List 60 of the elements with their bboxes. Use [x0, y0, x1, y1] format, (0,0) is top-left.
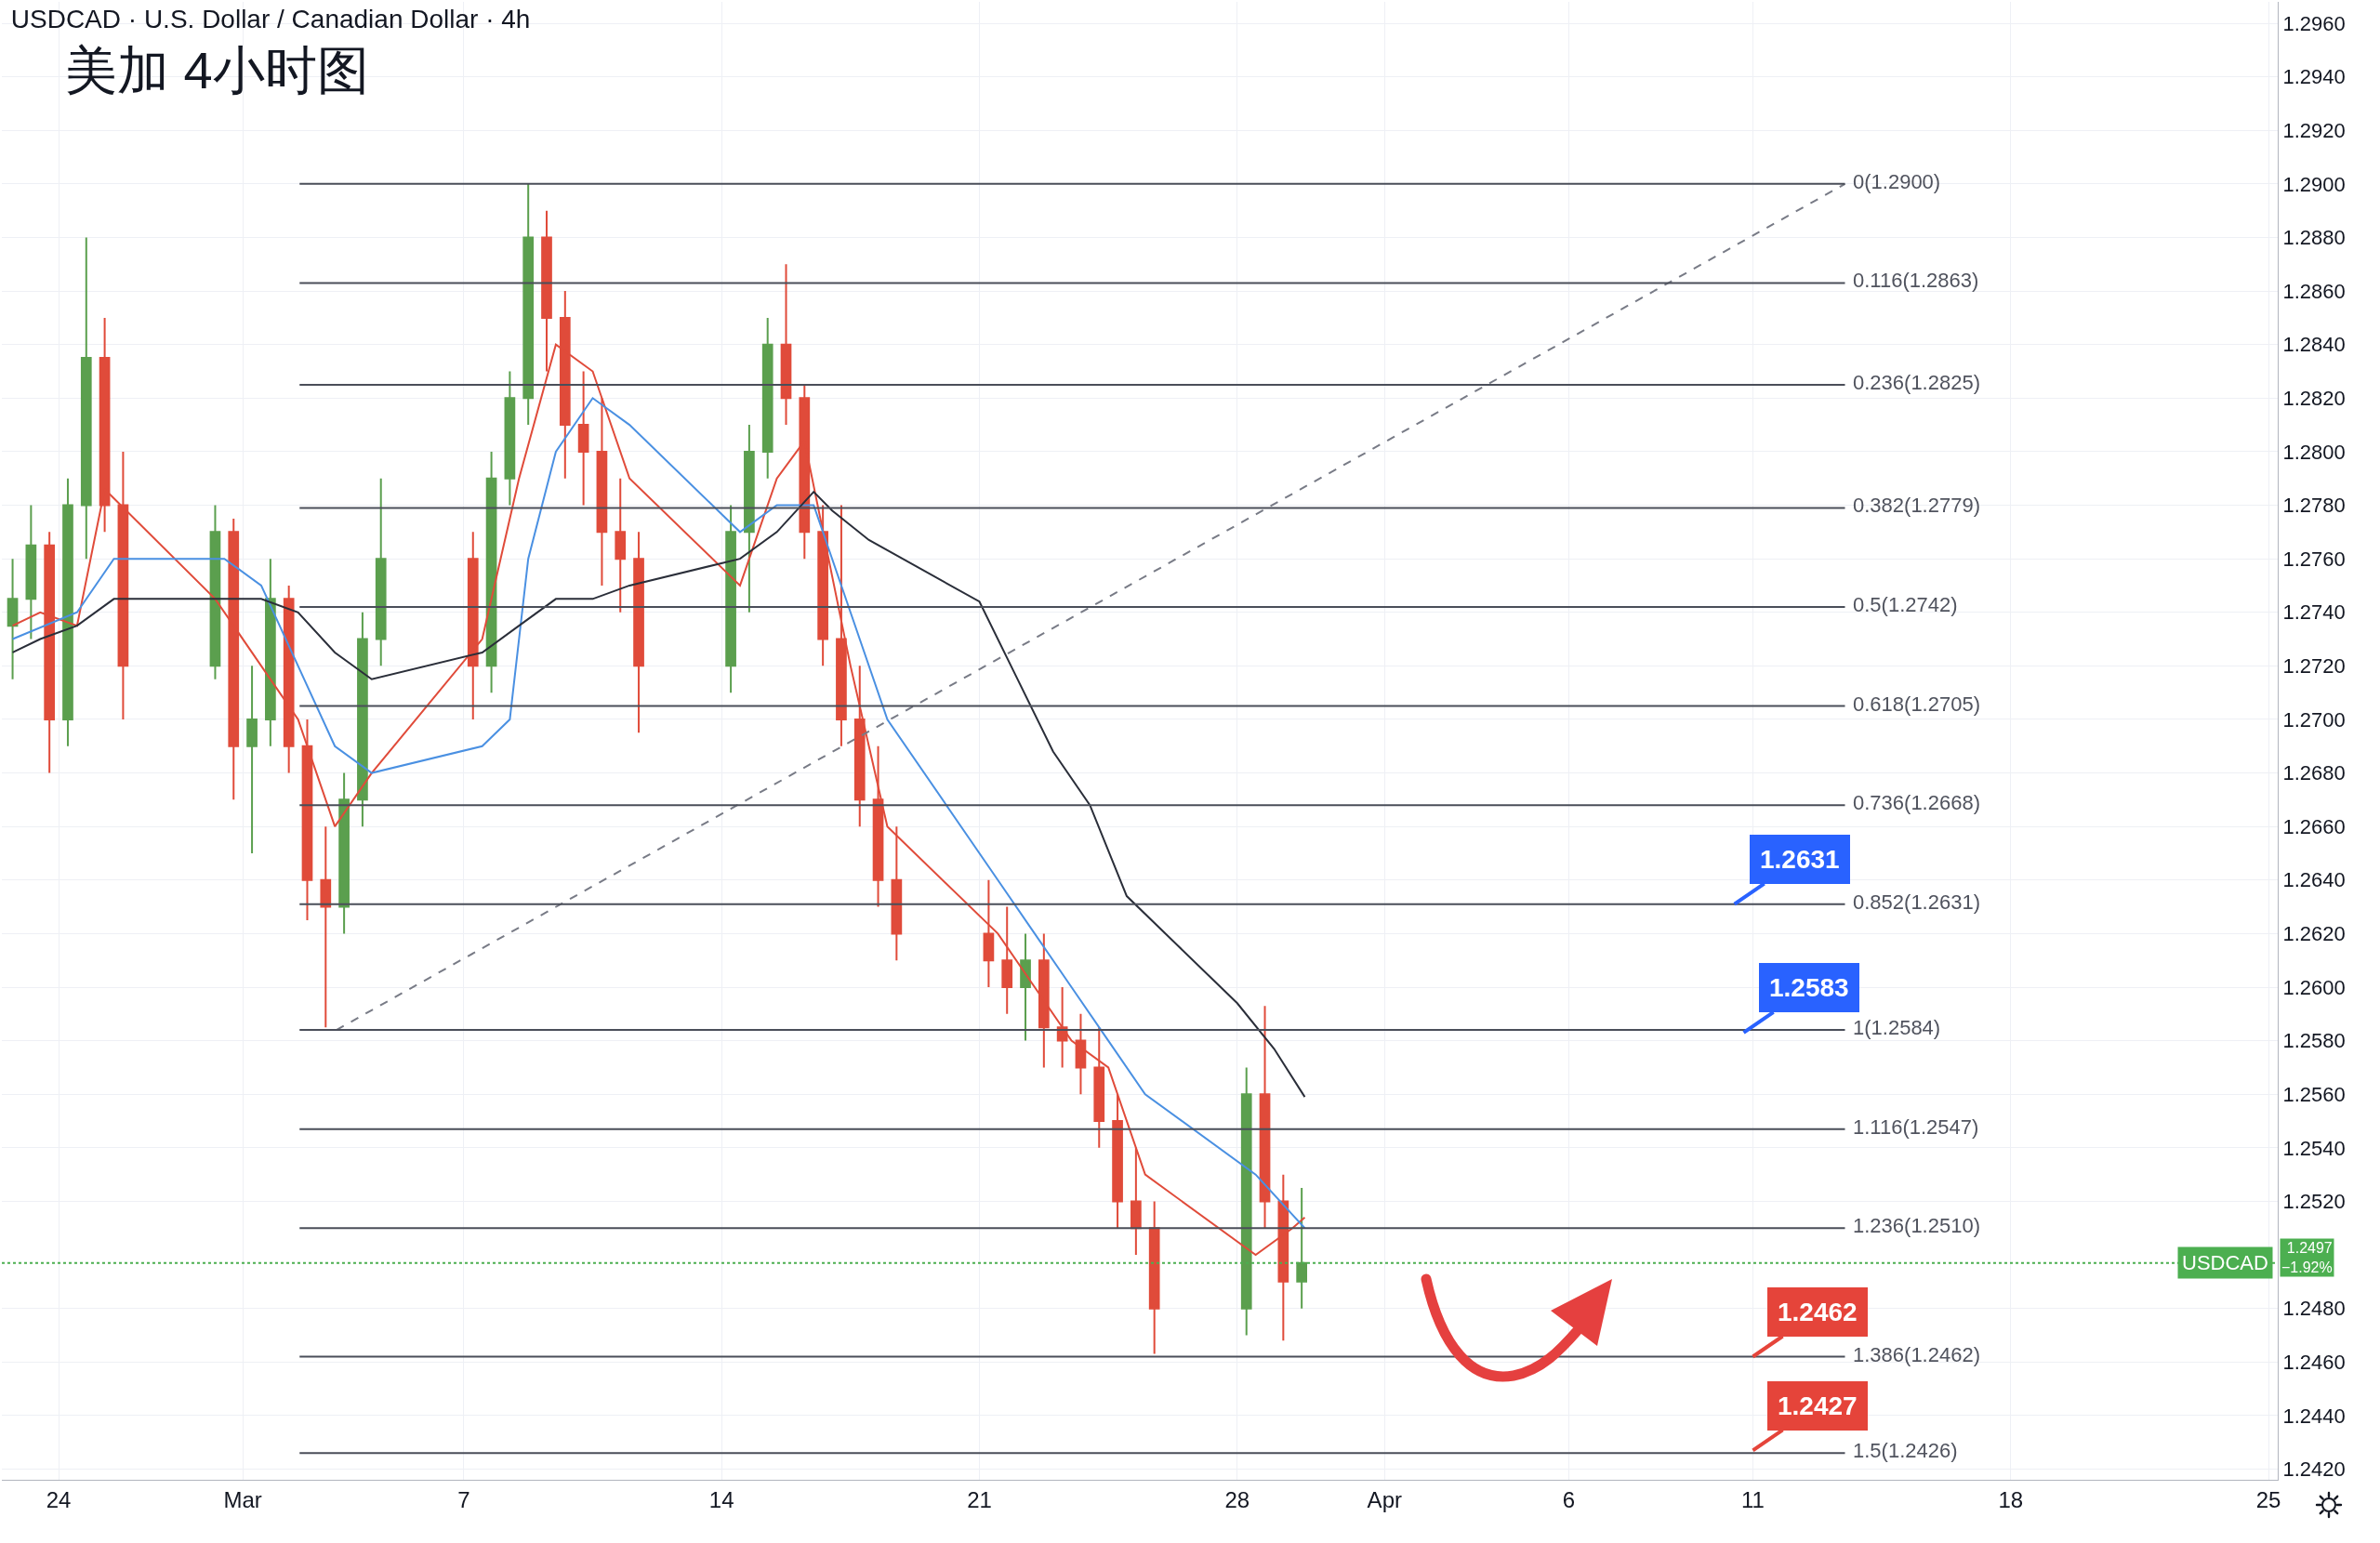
annotation: 0.5(1.2742): [1853, 593, 1958, 616]
x-tick-label: 14: [708, 1486, 734, 1512]
y-tick-label: 1.2740: [2282, 600, 2346, 625]
x-tick-label: Apr: [1367, 1486, 1402, 1512]
y-tick-label: 1.2960: [2282, 11, 2346, 35]
y-tick-label: 1.2540: [2282, 1136, 2346, 1160]
annotation: 1.5(1.2426): [1853, 1439, 1958, 1462]
y-tick-label: 1.2840: [2282, 333, 2346, 357]
annotation: 1.236(1.2510): [1853, 1214, 1980, 1237]
y-tick-label: 1.2920: [2282, 118, 2346, 142]
y-tick-label: 1.2760: [2282, 547, 2346, 571]
y-tick-label: 1.2600: [2282, 975, 2346, 999]
annotation: 1(1.2584): [1853, 1016, 1941, 1039]
x-tick-label: 21: [967, 1486, 992, 1512]
x-tick-label: 6: [1562, 1486, 1576, 1512]
y-tick-label: 1.2580: [2282, 1029, 2346, 1053]
y-tick-label: 1.2620: [2282, 922, 2346, 946]
annotation: 0.382(1.2779): [1853, 494, 1980, 517]
annotation: 1.2583: [1769, 973, 1849, 1002]
y-tick-label: 1.2480: [2282, 1297, 2346, 1321]
annotation: 0(1.2900): [1853, 170, 1941, 193]
text: 1.2497: [2286, 1240, 2333, 1256]
chart-title: USDCAD · U.S. Dollar / Canadian Dollar · 4h: [10, 4, 531, 33]
y-tick-label: 1.2900: [2282, 172, 2346, 196]
ref-line-label: USDCAD: [2182, 1251, 2268, 1274]
annotation: 1.386(1.2462): [1853, 1343, 1980, 1366]
annotation: 1.116(1.2547): [1853, 1115, 1979, 1139]
text: 美加 4小时图: [65, 41, 369, 99]
annotation: 1.2631: [1760, 845, 1840, 874]
y-tick-label: 1.2880: [2282, 226, 2346, 250]
y-tick-label: 1.2780: [2282, 494, 2346, 518]
x-tick-label: Mar: [223, 1486, 262, 1512]
y-tick-label: 1.2820: [2282, 387, 2346, 410]
y-tick-label: 1.2860: [2282, 279, 2346, 303]
y-tick-label: 1.2440: [2282, 1404, 2346, 1428]
x-tick-label: 25: [2255, 1486, 2281, 1512]
annotation: 0.852(1.2631): [1853, 890, 1980, 914]
y-tick-label: 1.2640: [2282, 868, 2346, 892]
y-tick-label: 1.2520: [2282, 1190, 2346, 1214]
x-tick-label: 28: [1224, 1486, 1250, 1512]
x-tick-label: 11: [1741, 1486, 1765, 1512]
annotation: 0.618(1.2705): [1853, 692, 1980, 716]
annotation: 0.236(1.2825): [1853, 371, 1980, 394]
y-tick-label: 1.2700: [2282, 707, 2346, 732]
x-tick-label: 24: [46, 1486, 72, 1512]
annotation: 0.736(1.2668): [1853, 791, 1980, 814]
text: −1.92%: [2281, 1259, 2333, 1275]
annotation: 0.116(1.2863): [1853, 269, 1979, 292]
y-tick-label: 1.2800: [2282, 440, 2346, 464]
annotation: 1.2462: [1778, 1298, 1858, 1326]
y-tick-label: 1.2660: [2282, 814, 2346, 838]
x-tick-label: 7: [457, 1486, 470, 1512]
y-tick-label: 1.2680: [2282, 761, 2346, 785]
y-tick-label: 1.2560: [2282, 1082, 2346, 1106]
annotation: 1.2427: [1778, 1391, 1858, 1420]
y-tick-label: 1.2460: [2282, 1350, 2346, 1374]
y-tick-label: 1.2420: [2282, 1457, 2346, 1482]
y-tick-label: 1.2720: [2282, 654, 2346, 679]
x-tick-label: 18: [1998, 1486, 2024, 1512]
y-tick-label: 1.2940: [2282, 65, 2346, 89]
